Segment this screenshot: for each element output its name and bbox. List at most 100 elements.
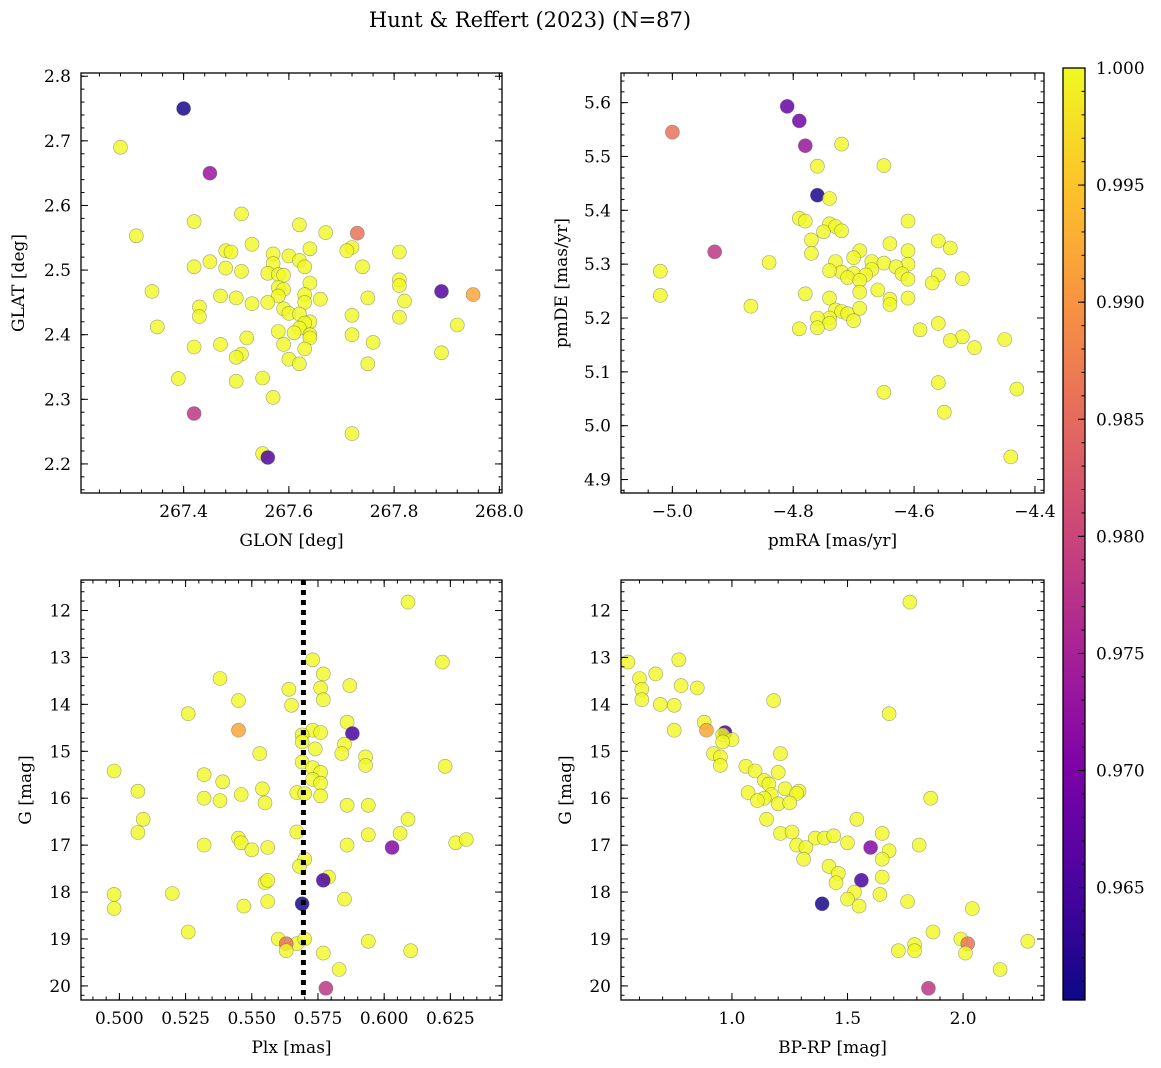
x-tick-label: 0.525 — [161, 1009, 210, 1029]
data-point — [196, 767, 212, 783]
y-tick-label: 5.2 — [584, 309, 611, 329]
y-tick-label: 15 — [49, 742, 71, 762]
data-point — [233, 787, 249, 802]
y-tick-label: 5.6 — [584, 94, 611, 114]
x-axis-label: BP-RP [mag] — [778, 1038, 887, 1058]
y-axis-label: G [mag] — [556, 755, 576, 824]
data-point — [196, 837, 212, 853]
data-point — [276, 267, 291, 283]
data-point — [930, 375, 946, 390]
colorbar-tick-label: 0.975 — [1096, 644, 1145, 664]
data-point — [804, 232, 819, 248]
data-point — [743, 298, 759, 314]
data-point — [715, 734, 731, 750]
data-point — [400, 594, 416, 610]
y-axis-label: G [mag] — [16, 755, 36, 824]
data-point — [302, 241, 318, 257]
y-tick-label: 5.4 — [584, 201, 611, 221]
data-point — [342, 678, 358, 693]
data-point — [797, 138, 813, 153]
panel-galactic: 267.4 267.6 267.8 268.0 2.2 2.3 2.4 2.5 2.6 2.7 2.… — [9, 67, 524, 551]
y-tick-label: 13 — [589, 648, 611, 668]
colorbar-tick-label: 0.990 — [1096, 293, 1145, 313]
data-point — [297, 259, 313, 275]
data-point — [834, 223, 849, 239]
data-point — [854, 872, 869, 888]
data-point — [925, 924, 941, 940]
data-point — [228, 290, 244, 306]
y-tick-label: 14 — [589, 695, 611, 715]
data-point — [212, 793, 228, 808]
y-tick-label: 5.0 — [584, 417, 611, 437]
data-point — [213, 288, 228, 304]
data-point — [315, 945, 331, 961]
data-point — [284, 697, 299, 713]
data-point — [313, 725, 328, 740]
data-point — [881, 706, 897, 722]
data-point — [292, 217, 307, 233]
ticks — [621, 73, 1044, 493]
y-tick-label: 2.8 — [44, 67, 71, 87]
data-point — [144, 284, 160, 299]
y-tick-label: 17 — [49, 836, 71, 856]
data-point — [180, 924, 196, 940]
data-point — [130, 825, 146, 840]
data-point — [215, 774, 230, 790]
y-tick-label: 2.3 — [44, 390, 71, 410]
colorbar-frame — [1062, 67, 1086, 1001]
colorbar-tick-label: 1.000 — [1096, 59, 1145, 79]
data-point — [236, 898, 252, 914]
data-point — [958, 945, 973, 961]
y-tick-label: 17 — [589, 836, 611, 856]
y-tick-label: 16 — [589, 789, 611, 809]
x-axis-label: GLON [deg] — [239, 531, 343, 551]
y-tick-label: 2.6 — [44, 196, 71, 216]
data-point — [852, 284, 868, 300]
data-point — [791, 321, 807, 337]
data-point — [265, 390, 281, 405]
data-point — [900, 290, 916, 306]
data-point — [270, 288, 286, 304]
axes-frame — [620, 72, 1045, 494]
data-point — [822, 290, 837, 306]
y-axis-label: pmDE [mas/yr] — [552, 218, 572, 348]
data-point — [458, 832, 474, 847]
data-point — [816, 224, 831, 240]
data-point — [434, 284, 449, 299]
data-point — [392, 278, 407, 293]
y-axis-label: GLAT [deg] — [9, 234, 29, 332]
panel-proper-motion: −5.0 −4.8 −4.6 −4.4 4.9 5.0 5.1 5.2 5.3 5.4 5.5 5.6… — [552, 72, 1056, 551]
data-point — [239, 330, 255, 346]
x-tick-label: −4.8 — [773, 502, 814, 522]
data-point — [360, 933, 376, 949]
data-point — [244, 296, 260, 312]
data-point — [652, 288, 668, 303]
ticks — [621, 580, 1044, 1000]
data-point — [434, 345, 449, 361]
data-point — [196, 790, 212, 806]
data-point — [851, 898, 867, 914]
data-point — [750, 793, 765, 808]
data-point — [759, 811, 774, 827]
data-point — [930, 316, 946, 331]
data-point — [846, 313, 861, 329]
data-point — [106, 887, 122, 902]
data-point — [822, 263, 837, 278]
data-point — [337, 891, 352, 907]
data-point — [202, 165, 218, 181]
x-axis-label: pmRA [mas/yr] — [768, 531, 897, 551]
y-tick-label: 5.5 — [584, 147, 611, 167]
data-point — [449, 317, 465, 333]
colorbar-tick-label: 0.995 — [1096, 176, 1145, 196]
data-point — [228, 373, 244, 389]
y-tick-label: 13 — [49, 648, 71, 668]
data-point — [392, 244, 407, 260]
data-point — [465, 287, 481, 302]
data-point — [882, 297, 898, 312]
y-tick-label: 5.3 — [584, 255, 611, 275]
data-point — [804, 246, 819, 261]
y-tick-label: 4.9 — [584, 471, 611, 491]
axes-frame — [620, 579, 1045, 1001]
data-point — [260, 894, 276, 909]
data-point — [315, 872, 331, 888]
